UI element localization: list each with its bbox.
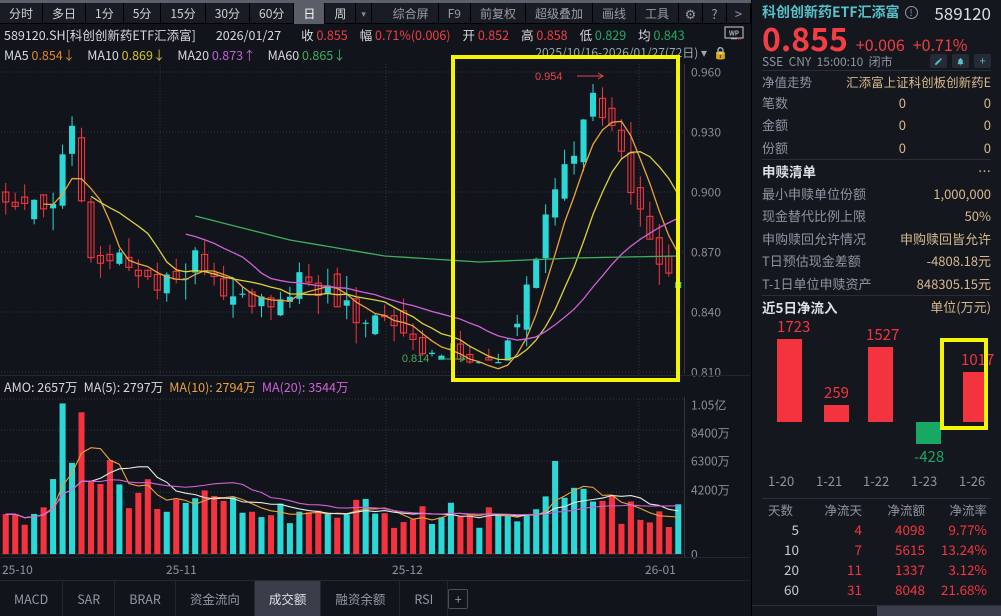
svg-text:0.814: 0.814 [402, 353, 430, 365]
svg-text:WP: WP [729, 28, 740, 38]
